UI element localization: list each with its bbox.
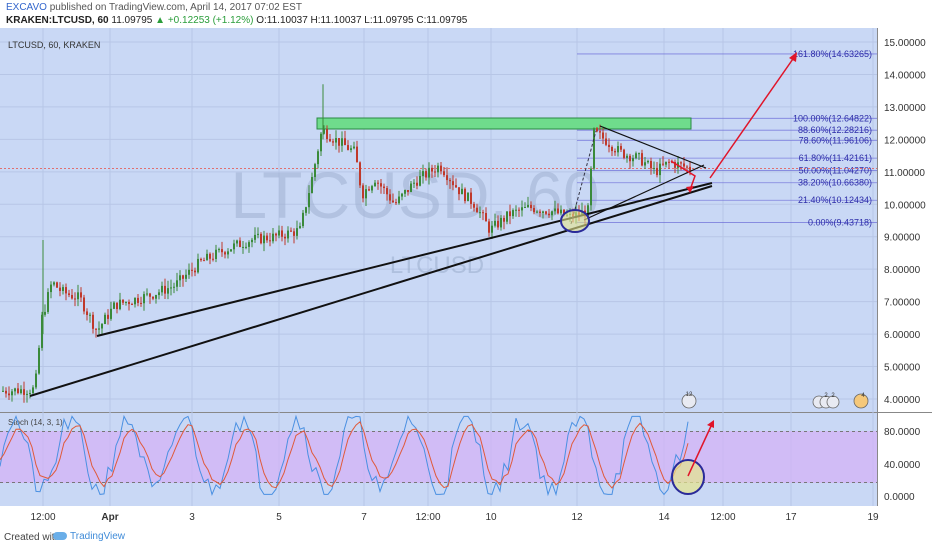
highlight-circle-price[interactable] xyxy=(560,209,590,233)
triangle-top-line[interactable] xyxy=(599,125,707,169)
time-tick-label: 19 xyxy=(867,512,879,523)
high-label: H: xyxy=(310,15,321,26)
time-tick-label: Apr xyxy=(101,512,118,523)
fibonacci-levels[interactable]: 161.80%(14.63265) 100.00%(12.64822) 88.60%… xyxy=(577,49,877,228)
tradingview-brand: TradingView xyxy=(70,531,126,542)
chart-canvas[interactable]: LTCUSD, 60 LTCUSD LTCUSD, 60, KRAKEN 161… xyxy=(0,28,932,527)
author-link[interactable]: EXCAVO xyxy=(6,2,47,13)
price-change: +0.12253 (+1.12%) xyxy=(167,15,254,26)
highlight-circle-stoch[interactable] xyxy=(671,459,705,495)
price-tick-label: 8.00000 xyxy=(884,265,921,276)
fib-level-label: 61.80%(11.42161) xyxy=(799,153,872,163)
chart-header: EXCAVO published on TradingView.com, Apr… xyxy=(0,0,932,28)
price-tick-label: 15.00000 xyxy=(884,38,926,49)
resistance-zone[interactable] xyxy=(316,117,692,130)
price-tick-label: 6.00000 xyxy=(884,330,921,341)
footer: Created with TradingView xyxy=(0,527,932,550)
stoch-lines[interactable] xyxy=(0,414,689,497)
last-price: 11.09795 xyxy=(111,15,153,26)
symbol-watermark: LTCUSD, 60 xyxy=(230,158,599,232)
event-count: 2 xyxy=(824,393,828,399)
time-tick-label: 12:00 xyxy=(415,512,440,523)
event-flag-icon[interactable] xyxy=(826,395,840,409)
time-tick-label: 12:00 xyxy=(30,512,55,523)
stoch-tick-label: 0.0000 xyxy=(884,492,915,503)
fib-level-label: 21.40%(10.12434) xyxy=(798,195,872,205)
tradingview-cloud-icon xyxy=(53,532,67,541)
fib-level-label: 161.80%(14.63265) xyxy=(793,49,872,59)
trendline-lower[interactable] xyxy=(29,185,713,397)
stoch-projection-arrow[interactable] xyxy=(687,420,714,477)
projection-arrows[interactable] xyxy=(670,52,797,193)
price-tick-label: 11.00000 xyxy=(884,168,925,179)
low-label: L: xyxy=(364,15,373,26)
published-text: published on TradingView.com, April 14, … xyxy=(49,2,302,13)
time-tick-label: 12:00 xyxy=(710,512,735,523)
high-value: 11.10037 xyxy=(320,15,362,26)
event-count: 4 xyxy=(861,393,865,399)
fib-anchor-line[interactable] xyxy=(570,130,597,225)
price-tick-label: 10.00000 xyxy=(884,200,926,211)
price-tick-label: 4.00000 xyxy=(884,395,921,406)
price-tick-label: 5.00000 xyxy=(884,363,921,374)
stoch-band xyxy=(0,431,877,483)
time-tick-label: 12 xyxy=(571,512,583,523)
tradingview-logo[interactable]: TradingView xyxy=(53,531,125,542)
close-value: 11.09795 xyxy=(426,15,468,26)
time-tick-label: 14 xyxy=(658,512,670,523)
candlestick-series[interactable] xyxy=(2,84,691,403)
event-flag-icon[interactable] xyxy=(681,393,697,409)
earnings-icon[interactable] xyxy=(853,393,869,409)
fib-level-label: 0.00%(9.43718) xyxy=(808,218,872,228)
fib-level-label: 100.00%(12.64822) xyxy=(793,113,872,123)
stoch-label: Stoch (14, 3, 1) xyxy=(8,418,63,427)
event-count: 12 xyxy=(686,392,693,398)
fib-level-label: 78.60%(11.96106) xyxy=(799,136,872,146)
close-label: C: xyxy=(416,15,427,26)
time-tick-label: 17 xyxy=(785,512,797,523)
time-axis[interactable] xyxy=(0,506,877,527)
ohlc-line: KRAKEN:LTCUSD, 60 11.09795 ▲ +0.12253 (+… xyxy=(6,15,467,26)
event-icons[interactable]: 12 2 2 4 xyxy=(681,392,869,409)
price-tick-label: 14.00000 xyxy=(884,70,926,81)
pane-symbol-label: LTCUSD, 60, KRAKEN xyxy=(8,40,100,50)
open-label: O: xyxy=(256,15,267,26)
symbol-label: KRAKEN:LTCUSD, 60 xyxy=(6,15,109,26)
time-tick-label: 10 xyxy=(485,512,497,523)
up-triangle-icon: ▲ xyxy=(155,15,166,26)
symbol-watermark-small: LTCUSD xyxy=(390,252,484,279)
price-pane[interactable] xyxy=(0,28,877,412)
time-tick-label: 5 xyxy=(276,512,282,523)
time-tick-label: 3 xyxy=(189,512,195,523)
stoch-tick-label: 40.0000 xyxy=(884,460,921,471)
price-tick-label: 12.00000 xyxy=(884,135,926,146)
grid-lines xyxy=(0,28,877,506)
price-tick-label: 13.00000 xyxy=(884,103,926,114)
fib-level-label: 50.00%(11.04270) xyxy=(799,165,872,175)
created-with-text: Created with xyxy=(4,532,61,543)
time-tick-label: 7 xyxy=(361,512,367,523)
low-value: 11.09795 xyxy=(372,15,414,26)
price-tick-label: 7.00000 xyxy=(884,298,921,309)
price-tick-label: 9.00000 xyxy=(884,233,921,244)
stoch-axis-labels: 80.0000 40.0000 0.0000 xyxy=(884,427,921,503)
open-value: 11.10037 xyxy=(266,15,308,26)
event-count: 2 xyxy=(831,393,835,399)
stoch-tick-label: 80.0000 xyxy=(884,427,921,438)
fib-level-label: 88.60%(12.28216) xyxy=(798,125,872,135)
time-axis-labels: 12:00 Apr 3 5 7 12:00 10 12 14 12:00 17 19 xyxy=(30,512,879,523)
price-axis[interactable] xyxy=(877,28,932,527)
publish-info: EXCAVO published on TradingView.com, Apr… xyxy=(6,2,302,13)
fib-level-label: 38.20%(10.66380) xyxy=(798,178,872,188)
triangle-bottom-line[interactable] xyxy=(583,164,705,221)
price-axis-labels: 15.00000 14.00000 13.00000 12.00000 11.00000… xyxy=(884,38,926,406)
